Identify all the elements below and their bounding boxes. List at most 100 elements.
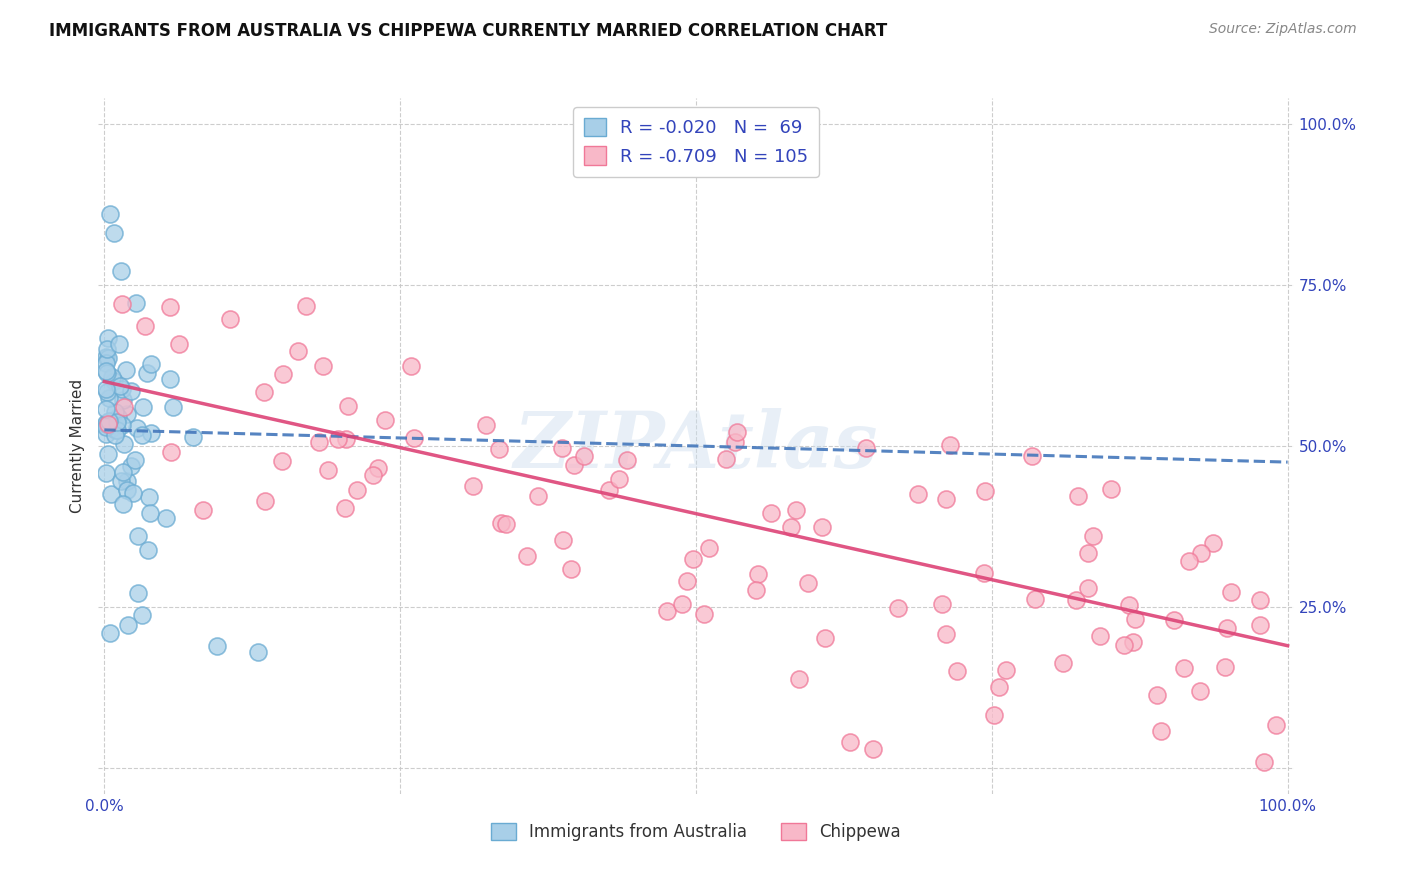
Point xyxy=(127,421,149,435)
Point xyxy=(931,597,953,611)
Point xyxy=(97,417,120,431)
Point xyxy=(271,454,294,468)
Point xyxy=(111,393,134,408)
Point xyxy=(97,331,120,345)
Point xyxy=(562,458,585,472)
Point xyxy=(139,357,162,371)
Point xyxy=(97,447,120,461)
Point xyxy=(1024,591,1046,606)
Point xyxy=(1099,482,1122,496)
Point xyxy=(312,359,335,374)
Point xyxy=(374,413,396,427)
Point xyxy=(814,631,837,645)
Point xyxy=(1213,660,1236,674)
Point xyxy=(98,207,121,221)
Point xyxy=(100,487,122,501)
Point xyxy=(404,431,426,445)
Point xyxy=(127,529,149,543)
Point xyxy=(1264,718,1286,732)
Point xyxy=(127,586,149,600)
Point xyxy=(107,410,129,425)
Point xyxy=(120,384,142,399)
Point xyxy=(94,426,117,441)
Point xyxy=(98,391,121,405)
Point xyxy=(139,426,162,441)
Point xyxy=(780,520,803,534)
Point xyxy=(399,359,422,373)
Point xyxy=(1118,598,1140,612)
Point xyxy=(1178,554,1201,568)
Point xyxy=(367,460,389,475)
Point xyxy=(787,673,810,687)
Point xyxy=(489,516,512,530)
Point xyxy=(160,445,183,459)
Point xyxy=(308,434,330,449)
Point xyxy=(1188,684,1211,698)
Point xyxy=(935,491,957,506)
Point xyxy=(138,490,160,504)
Point xyxy=(111,382,134,396)
Point xyxy=(94,401,117,416)
Point xyxy=(96,366,118,380)
Point xyxy=(811,520,834,534)
Point xyxy=(598,483,620,498)
Point xyxy=(935,627,957,641)
Point xyxy=(553,533,575,547)
Point xyxy=(838,735,860,749)
Point xyxy=(115,362,138,376)
Point xyxy=(111,465,134,479)
Point xyxy=(110,474,132,488)
Point xyxy=(117,483,139,498)
Point xyxy=(100,370,122,384)
Point xyxy=(983,708,1005,723)
Point xyxy=(1067,489,1090,503)
Point xyxy=(361,468,384,483)
Point xyxy=(495,517,517,532)
Point xyxy=(335,501,357,516)
Point xyxy=(131,608,153,623)
Point xyxy=(135,366,157,380)
Point xyxy=(682,551,704,566)
Point xyxy=(1077,581,1099,595)
Point xyxy=(205,639,228,653)
Point xyxy=(155,511,177,525)
Point xyxy=(193,503,215,517)
Point xyxy=(94,364,117,378)
Point xyxy=(671,597,693,611)
Point xyxy=(336,399,359,413)
Point xyxy=(162,401,184,415)
Point xyxy=(1202,536,1225,550)
Point xyxy=(94,419,117,434)
Point xyxy=(747,567,769,582)
Point xyxy=(94,350,117,364)
Point xyxy=(560,562,582,576)
Point xyxy=(1146,688,1168,702)
Point xyxy=(104,428,127,442)
Point xyxy=(346,483,368,498)
Y-axis label: Currently Married: Currently Married xyxy=(70,379,86,513)
Point xyxy=(1219,585,1241,599)
Point xyxy=(98,414,121,428)
Point xyxy=(96,342,118,356)
Point xyxy=(326,432,349,446)
Point xyxy=(96,384,118,399)
Point xyxy=(247,645,270,659)
Point xyxy=(1122,635,1144,649)
Point xyxy=(181,430,204,444)
Point xyxy=(699,541,721,555)
Point xyxy=(1249,592,1271,607)
Point xyxy=(973,566,995,580)
Point xyxy=(110,297,132,311)
Point xyxy=(693,607,716,621)
Point xyxy=(745,582,768,597)
Point xyxy=(254,494,277,508)
Point xyxy=(335,432,357,446)
Point xyxy=(159,372,181,386)
Point xyxy=(167,337,190,351)
Point xyxy=(572,449,595,463)
Point xyxy=(1052,657,1074,671)
Text: Source: ZipAtlas.com: Source: ZipAtlas.com xyxy=(1209,22,1357,37)
Point xyxy=(550,441,572,455)
Point xyxy=(676,574,699,588)
Point xyxy=(94,356,117,370)
